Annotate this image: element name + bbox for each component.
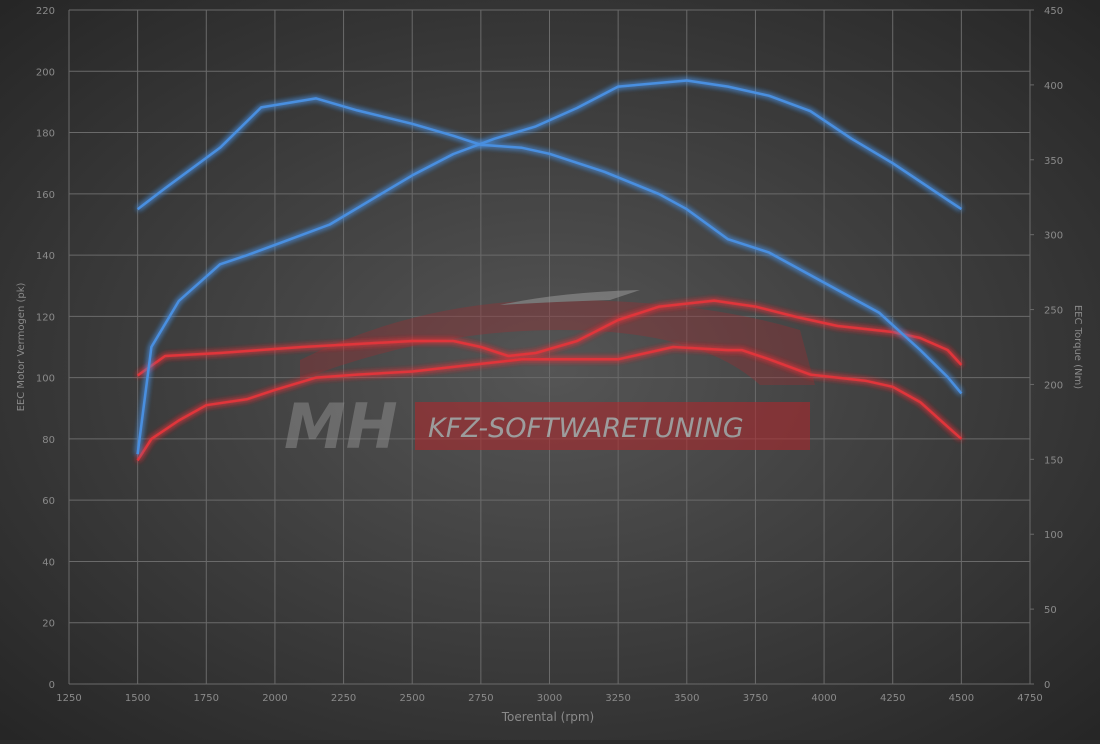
y2-tick-label: 150	[1044, 455, 1063, 466]
x-tick-label: 2750	[468, 693, 493, 704]
series-line	[136, 97, 963, 395]
x-tick-label: 4500	[949, 693, 974, 704]
y-tick-label: 180	[36, 129, 55, 140]
y-tick-label: 160	[36, 190, 55, 201]
y-tick-label: 40	[42, 557, 55, 568]
y2-tick-label: 0	[1044, 680, 1050, 691]
x-tick-label: 4250	[880, 693, 905, 704]
watermark: MH KFZ-SOFTWARETUNING	[284, 290, 815, 463]
y2-tick-label: 400	[1044, 81, 1063, 92]
x-tick-label: 3750	[743, 693, 768, 704]
series-line	[136, 299, 963, 377]
y-tick-label: 120	[36, 312, 55, 323]
x-tick-label: 2500	[399, 693, 424, 704]
y-tick-label: 140	[36, 251, 55, 262]
x-tick-label: 1750	[194, 693, 219, 704]
x-tick-label: 3000	[537, 693, 562, 704]
logo-mh: MH	[284, 390, 398, 463]
series-line	[136, 345, 963, 462]
y2-tick-label: 300	[1044, 231, 1063, 242]
x-tick-label: 4000	[811, 693, 836, 704]
y2-axis-label: EEC Torque (Nm)	[1072, 305, 1083, 389]
y2-tick-label: 100	[1044, 530, 1063, 541]
y-tick-label: 200	[36, 67, 55, 78]
y-tick-label: 220	[36, 6, 55, 17]
x-tick-label: 1500	[125, 693, 150, 704]
y-tick-label: 100	[36, 374, 55, 385]
logo-text: KFZ-SOFTWARETUNING	[428, 413, 744, 444]
x-tick-label: 3500	[674, 693, 699, 704]
y-tick-label: 20	[42, 619, 55, 630]
series-line	[136, 79, 963, 455]
y2-tick-label: 200	[1044, 380, 1063, 391]
x-axis-label: Toerental (rpm)	[501, 710, 594, 724]
y-tick-label: 80	[42, 435, 55, 446]
x-tick-label: 3250	[605, 693, 630, 704]
x-tick-label: 2250	[331, 693, 356, 704]
y2-tick-label: 50	[1044, 605, 1057, 616]
car-roof	[500, 290, 640, 305]
y-tick-label: 60	[42, 496, 55, 507]
y2-tick-label: 250	[1044, 306, 1063, 317]
y2-tick-label: 350	[1044, 156, 1063, 167]
x-tick-label: 2000	[262, 693, 287, 704]
y2-tick-label: 450	[1044, 6, 1063, 17]
y-axis-label: EEC Motor Vermogen (pk)	[16, 282, 27, 411]
y-tick-label: 0	[49, 680, 55, 691]
x-tick-label: 1250	[56, 693, 81, 704]
x-tick-label: 4750	[1017, 693, 1042, 704]
car-shape	[300, 300, 815, 385]
banner	[415, 402, 810, 450]
